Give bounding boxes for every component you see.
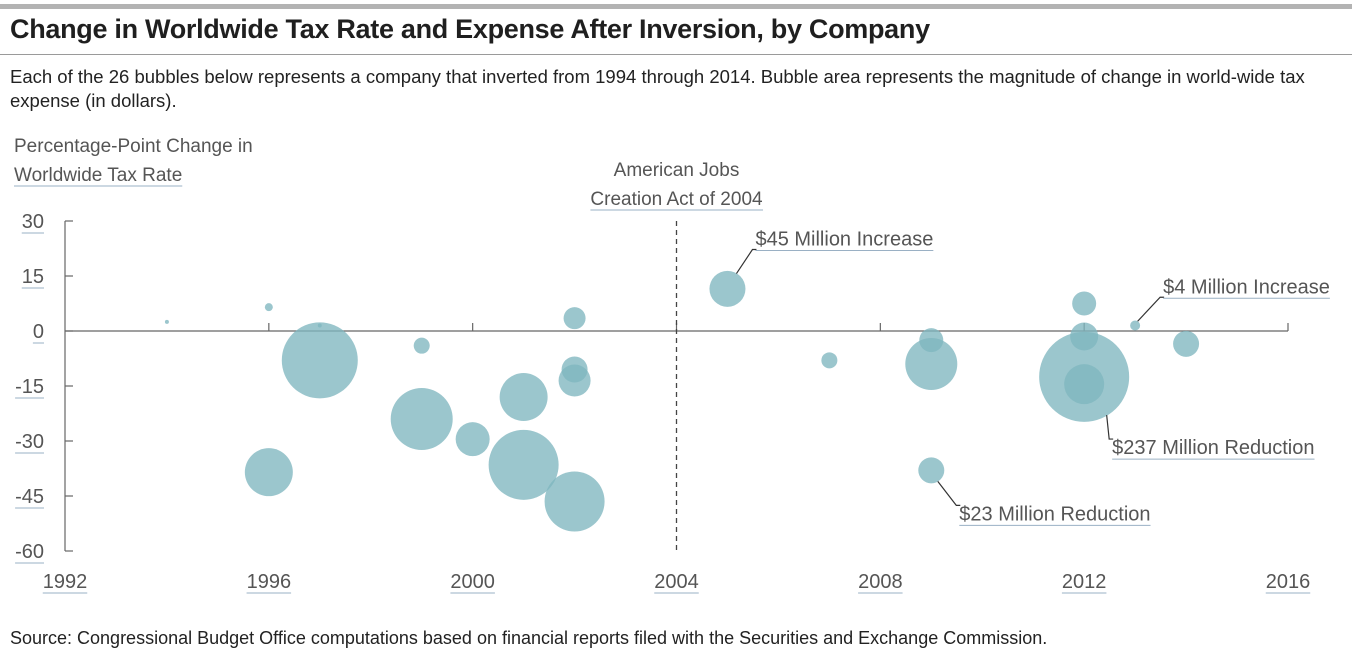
tick-labels: 30 15 0 -15 -30 -45 -60 1992 1996 2000 2004 2008 201… (15, 211, 1311, 594)
bubble-17 (905, 338, 958, 390)
bubble-18 (918, 457, 945, 484)
x-tick-label-0: 1992 (43, 571, 88, 593)
y-tick-label-4: -30 (15, 431, 44, 453)
annotation-label-2: $237 Million Reduction (1112, 437, 1314, 459)
y-tick-label-5: -45 (15, 486, 44, 508)
bubble-10 (563, 307, 586, 330)
bubble-8 (499, 373, 548, 421)
bubble-1 (264, 303, 273, 312)
bubble-22 (1064, 364, 1105, 405)
bubble-2 (244, 448, 293, 497)
annotation-label-3: $23 Million Reduction (959, 503, 1150, 525)
reference-line-group: American Jobs Creation Act of 2004 (590, 160, 764, 551)
annotations: $45 Million Increase $4 Million Increase $… (735, 229, 1330, 526)
x-tick-label-1: 1996 (247, 571, 292, 593)
x-tick-label-4: 2008 (858, 571, 903, 593)
y-tick-label-0: 30 (22, 211, 44, 233)
x-tick-label-2: 2000 (450, 571, 495, 593)
annotation-label-1: $4 Million Increase (1163, 276, 1330, 298)
annotation-leader-2 (1106, 415, 1114, 440)
annotation-label-0: $45 Million Increase (755, 229, 933, 251)
top-accent-bar (0, 4, 1352, 9)
y-tick-label-2: 0 (33, 321, 44, 343)
bubble-23 (1130, 320, 1141, 331)
bubble-13 (544, 471, 605, 532)
bubble-5 (413, 337, 430, 354)
x-tick-label-5: 2012 (1062, 571, 1107, 593)
bubble-7 (455, 422, 490, 457)
source-note: Source: Congressional Budget Office comp… (10, 628, 1048, 648)
annotation-leader-1 (1137, 296, 1165, 322)
bubble-0 (164, 319, 169, 324)
bubbles (164, 270, 1200, 532)
y-axis-title: Percentage-Point Change in Worldwide Tax … (14, 136, 253, 187)
chart-title: Change in Worldwide Tax Rate and Expense… (10, 14, 930, 44)
annotation-leader-0 (735, 248, 757, 274)
y-tick-label-6: -60 (15, 541, 44, 563)
bubble-15 (821, 352, 838, 369)
x-tick-label-3: 2004 (654, 571, 699, 593)
x-tick-label-6: 2016 (1266, 571, 1311, 593)
y-axis-title-line-2: Worldwide Tax Rate (14, 165, 182, 186)
annotation-leader-3 (937, 481, 961, 506)
bubble-12 (558, 364, 591, 397)
bubble-14 (709, 270, 746, 307)
chart-subtitle: Each of the 26 bubbles below represents … (10, 66, 1305, 111)
y-tick-label-1: 15 (22, 266, 44, 288)
bubble-6 (390, 388, 453, 450)
title-divider (0, 54, 1352, 55)
bubble-19 (1072, 291, 1097, 316)
reference-line-label-2: Creation Act of 2004 (590, 189, 763, 210)
bubble-4 (281, 322, 358, 399)
y-tick-label-3: -15 (15, 376, 44, 398)
bubble-24 (1173, 330, 1200, 357)
reference-line-label-1: American Jobs (614, 160, 740, 181)
bubble-9 (488, 429, 559, 500)
y-axis-title-line-1: Percentage-Point Change in (14, 136, 253, 157)
